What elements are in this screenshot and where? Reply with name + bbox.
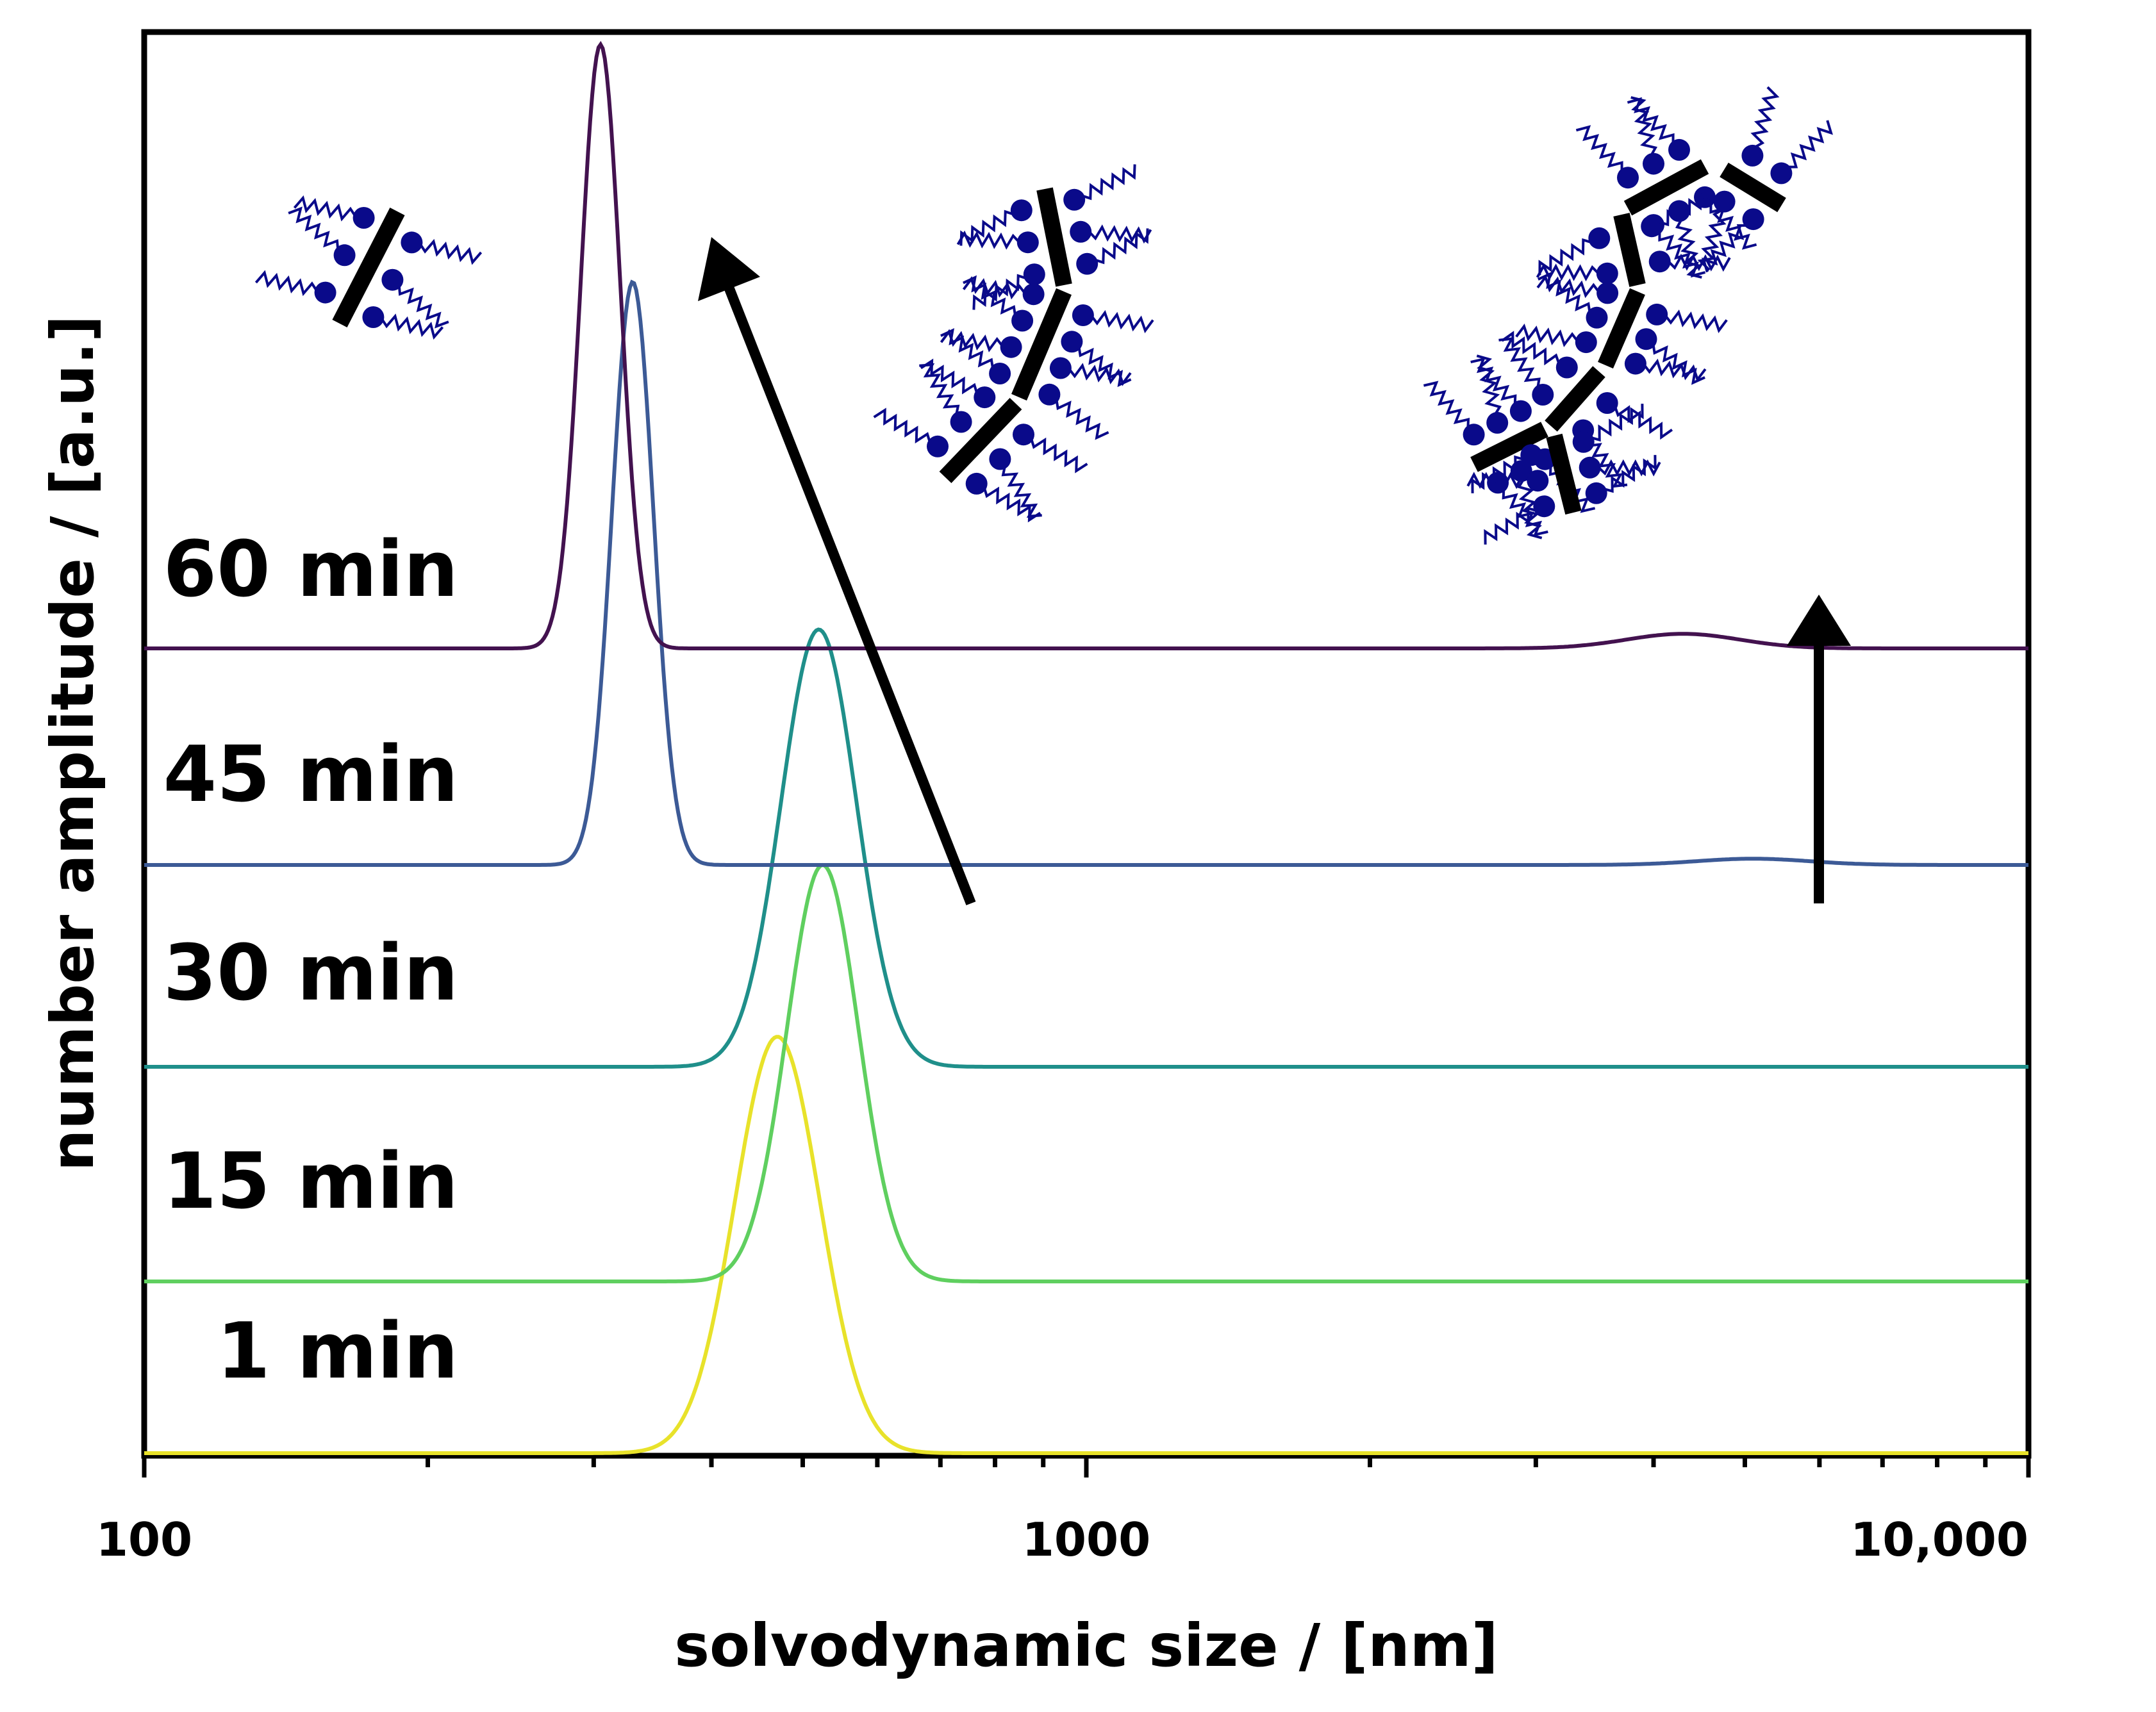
- series-labels: 1 min 15 min 30 min 45 min 60 min: [163, 525, 458, 1396]
- y-axis-title: number amplitude / [a.u.]: [38, 315, 107, 1171]
- series-group: [144, 40, 2028, 1455]
- x-tick-label-10000: 10,000: [1850, 1513, 2028, 1567]
- short-chain-micelle-schematic: [873, 164, 1154, 523]
- series-line-30-min: [144, 627, 2028, 1069]
- trend-arrow-vertical: [1787, 595, 1851, 903]
- trend-arrow-diagonal: [698, 237, 976, 905]
- series-label-60-min: 60 min: [163, 525, 458, 614]
- series-line-45-min: [144, 279, 2028, 867]
- series-label-45-min: 45 min: [163, 730, 458, 819]
- series-label-1-min: 1 min: [217, 1307, 458, 1396]
- x-tick-label-100: 100: [96, 1513, 192, 1567]
- series-label-15-min: 15 min: [163, 1137, 458, 1226]
- x-axis-title: solvodynamic size / [nm]: [674, 1611, 1498, 1680]
- series-line-15-min: [144, 862, 2028, 1283]
- series-line-60-min: [144, 40, 2028, 650]
- single-rod-micelle-schematic: [254, 195, 483, 340]
- series-line-1-min: [144, 1035, 2028, 1455]
- branched-chain-micelle-schematic: [1423, 86, 1833, 545]
- x-tick-label-1000: 1000: [1022, 1513, 1150, 1567]
- series-label-30-min: 30 min: [163, 929, 458, 1018]
- x-axis-ticks: [142, 1456, 2031, 1477]
